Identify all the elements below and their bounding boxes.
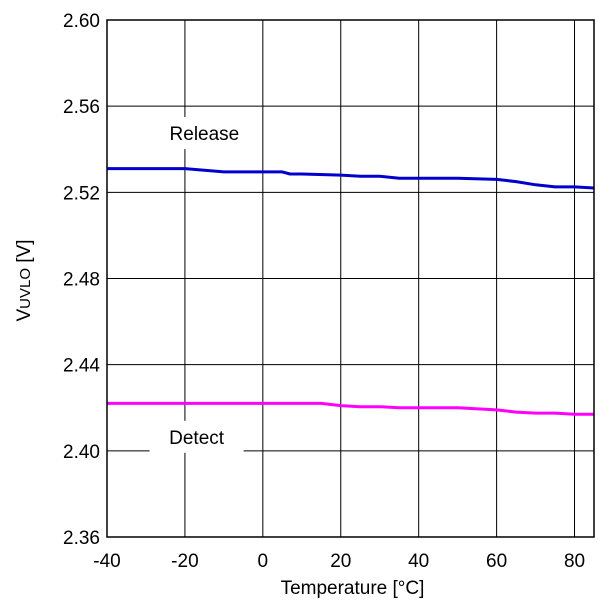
y-tick-label: 2.48: [63, 270, 100, 291]
annotation-bg-1: [149, 420, 244, 453]
annotation-release: Release: [170, 124, 240, 145]
x-tick-label: 0: [258, 551, 269, 572]
x-tick-label: 40: [408, 551, 429, 572]
x-axis-label: Temperature [°C]: [281, 578, 425, 599]
series-lines: [107, 167, 595, 416]
grid: [106, 19, 594, 538]
y-tick-label: 2.56: [63, 97, 100, 118]
annotation-bg-0: [151, 117, 257, 150]
y-tick-label: 2.60: [63, 11, 100, 32]
y-tick-label: 2.40: [63, 442, 100, 463]
annotations: Release Detect: [149, 117, 257, 453]
y-tick-label: 2.36: [63, 528, 100, 549]
y-tick-label: 2.52: [63, 183, 100, 204]
y-tick-label: 2.44: [63, 356, 100, 377]
x-tick-label: 80: [564, 551, 585, 572]
x-tick-label: 60: [486, 551, 507, 572]
y-tick-labels: 2.36 2.40 2.44 2.48 2.52 2.56 2.60: [63, 11, 100, 549]
series-line-detect: [107, 401, 594, 416]
x-tick-labels: -40 -20 0 20 40 60 80: [93, 551, 585, 572]
series-line-release: [107, 167, 595, 190]
x-tick-label: -40: [93, 551, 120, 572]
annotation-detect: Detect: [169, 428, 225, 449]
y-axis-label: VUVLO [V]: [14, 239, 35, 321]
x-tick-label: 20: [330, 551, 351, 572]
y-axis-label-main: V: [14, 309, 35, 322]
plot-frame: [106, 19, 595, 538]
x-tick-label: -20: [171, 551, 198, 572]
y-axis-label-sub: UVLO: [17, 268, 34, 309]
y-axis-label-unit: [V]: [14, 239, 35, 268]
